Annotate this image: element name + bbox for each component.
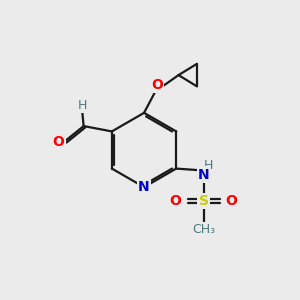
Text: O: O [170,194,182,208]
Text: H: H [77,99,87,112]
Text: CH₃: CH₃ [192,223,215,236]
Text: N: N [198,167,209,182]
Text: S: S [199,194,208,208]
Text: O: O [226,194,238,208]
Text: N: N [138,180,150,194]
Text: O: O [53,135,64,149]
Text: H: H [204,159,214,172]
Text: O: O [151,78,163,92]
